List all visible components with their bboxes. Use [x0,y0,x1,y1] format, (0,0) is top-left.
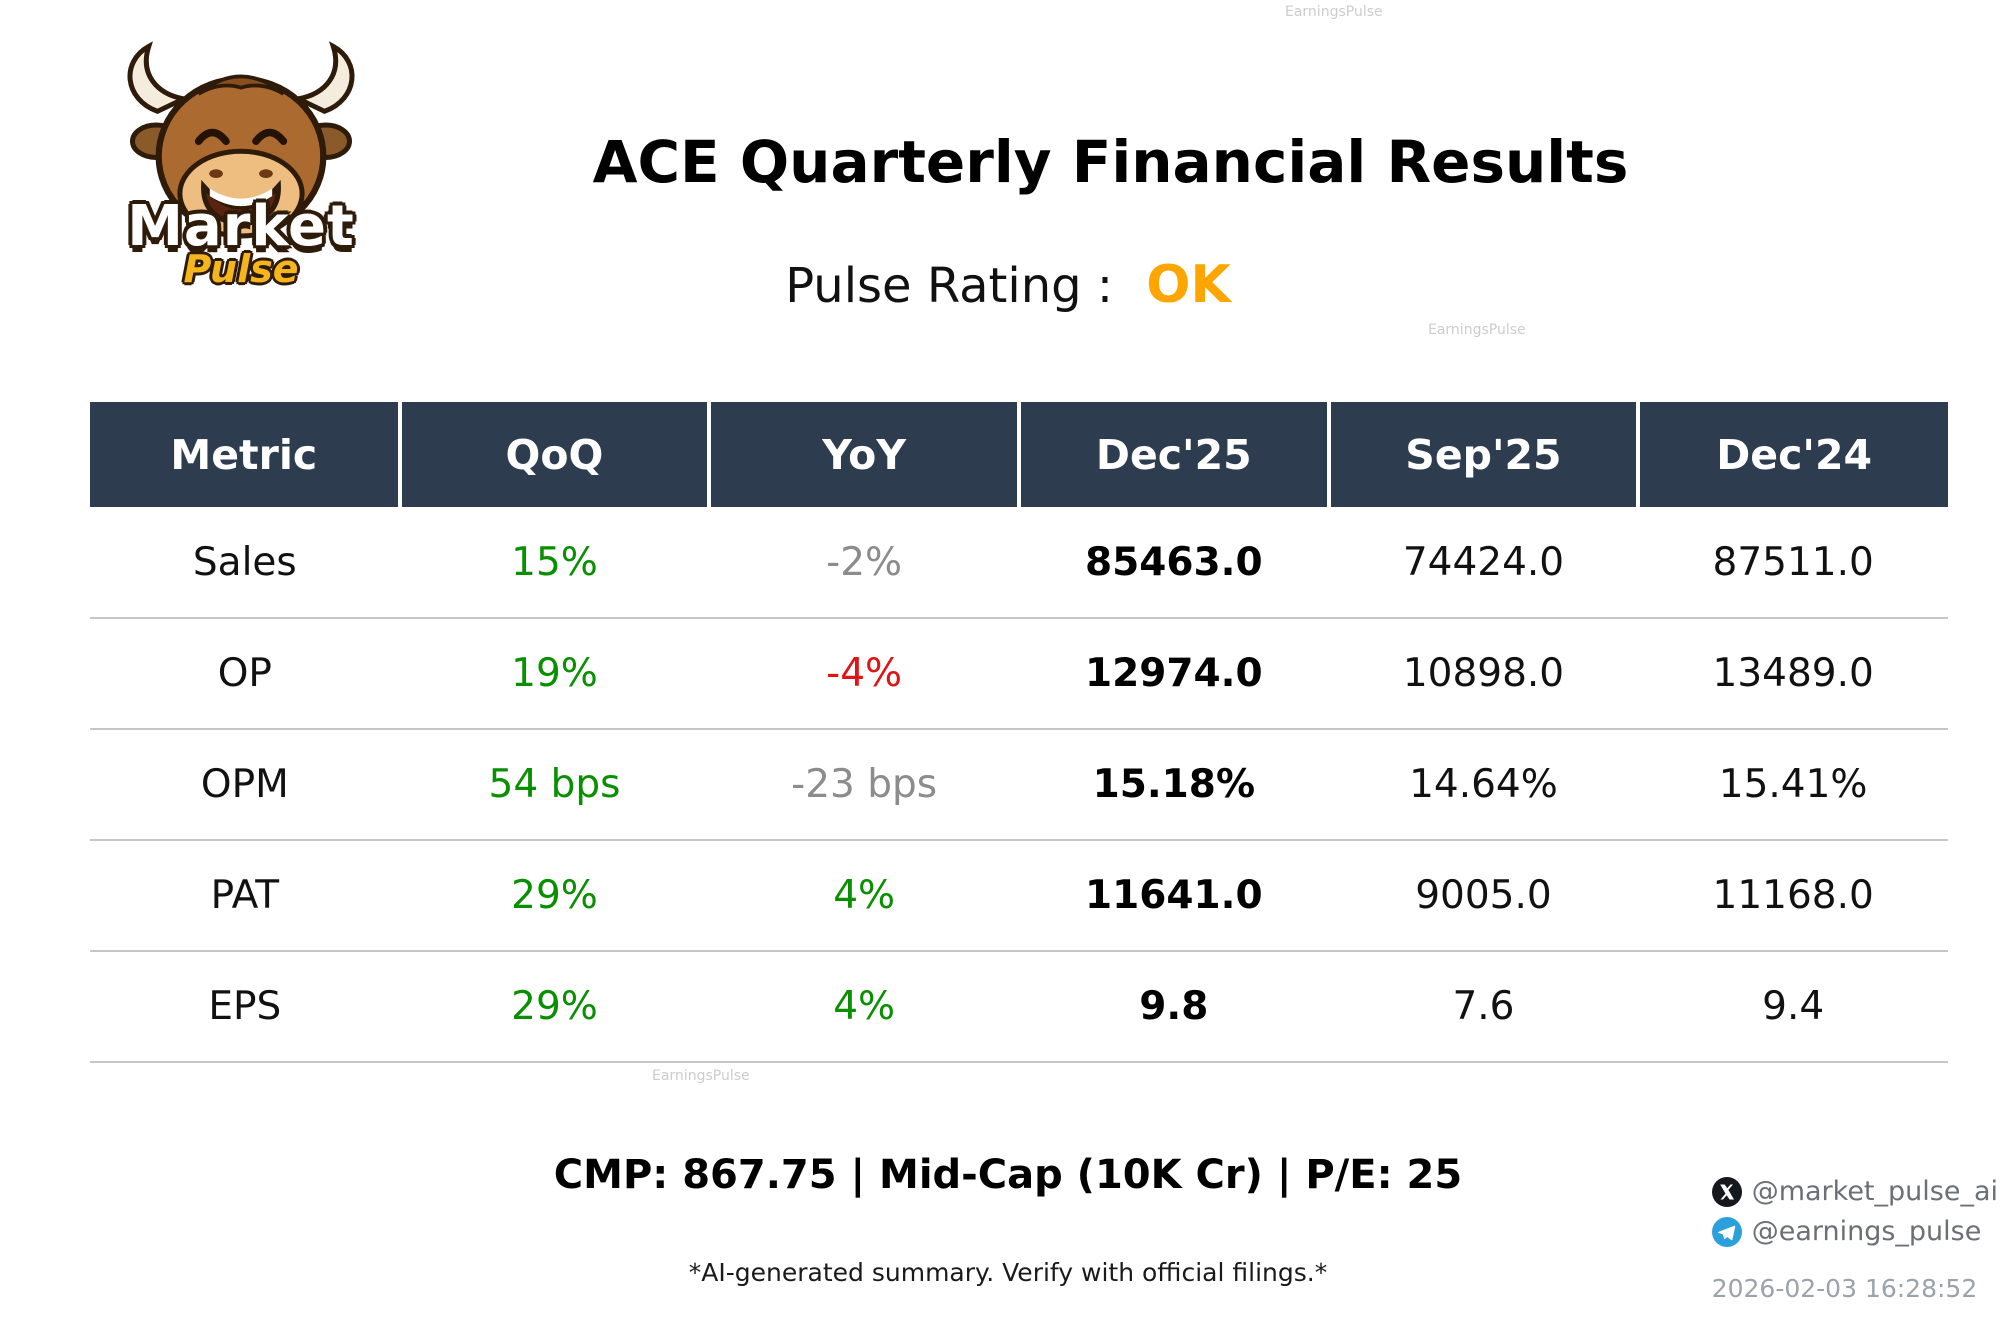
cell-yoy: 4% [709,951,1019,1063]
x-handle[interactable]: @market_pulse_ai [1711,1172,1998,1212]
column-header-metric: Metric [90,402,400,507]
pulse-rating-value: OK [1146,255,1231,315]
column-header-sep25: Sep'25 [1326,402,1639,507]
table-row-pat: PAT 29% 4% 11641.0 9005.0 11168.0 [90,840,1948,952]
cell-metric: OP [90,618,400,730]
cell-sep25: 9005.0 [1328,840,1639,952]
telegram-icon [1711,1217,1742,1247]
cell-yoy: -4% [709,618,1019,730]
cell-sep25: 7.6 [1328,951,1639,1063]
cell-dec24: 15.41% [1638,729,1948,841]
cell-dec25: 9.8 [1018,951,1329,1063]
cell-metric: PAT [90,840,400,952]
table-row-sales: Sales 15% -2% 85463.0 74424.0 87511.0 [90,507,1948,619]
cell-metric: OPM [90,729,400,841]
cmp-summary: CMP: 867.75 | Mid-Cap (10K Cr) | P/E: 25 [553,1152,1463,1198]
cell-metric: Sales [90,507,400,619]
table-header-row: Metric QoQ YoY Dec'25 Sep'25 Dec'24 [90,402,1948,507]
cell-dec25: 85463.0 [1018,507,1329,619]
cell-qoq: 54 bps [399,729,710,841]
cell-dec24: 13489.0 [1638,618,1948,730]
cell-dec25: 15.18% [1018,729,1329,841]
disclaimer: *AI-generated summary. Verify with offic… [688,1258,1328,1287]
watermark: EarningsPulse [652,1068,750,1084]
column-header-yoy: YoY [707,402,1019,507]
cell-dec24: 11168.0 [1638,840,1948,952]
cell-metric: EPS [90,951,400,1063]
financials-table: Metric QoQ YoY Dec'25 Sep'25 Dec'24 Sale… [90,402,1948,1063]
cell-qoq: 29% [399,951,710,1063]
cell-qoq: 29% [399,840,710,952]
brand-name-bottom: Pulse [183,247,299,291]
cell-yoy: -2% [709,507,1019,619]
cell-dec24: 9.4 [1638,951,1948,1063]
cell-yoy: -23 bps [709,729,1019,841]
x-icon [1711,1177,1742,1207]
pulse-rating-label: Pulse Rating : [785,258,1114,314]
telegram-handle-text: @earnings_pulse [1751,1216,1982,1247]
cell-dec25: 11641.0 [1018,840,1329,952]
cell-sep25: 14.64% [1328,729,1639,841]
table-row-opm: OPM 54 bps -23 bps 15.18% 14.64% 15.41% [90,729,1948,841]
telegram-handle[interactable]: @earnings_pulse [1711,1212,1998,1252]
cell-qoq: 15% [399,507,710,619]
page-title: ACE Quarterly Financial Results [592,128,1629,196]
cell-sep25: 74424.0 [1328,507,1639,619]
x-handle-text: @market_pulse_ai [1751,1176,1998,1207]
cell-sep25: 10898.0 [1328,618,1639,730]
bull-mascot-icon [127,41,355,239]
column-header-qoq: QoQ [397,402,710,507]
watermark: EarningsPulse [1285,4,1383,20]
table-row-eps: EPS 29% 4% 9.8 7.6 9.4 [90,951,1948,1063]
brand-logo: Market Pulse [82,34,400,291]
timestamp: 2026-02-03 16:28:52 [1711,1274,1978,1303]
cell-dec24: 87511.0 [1638,507,1948,619]
watermark: EarningsPulse [1428,322,1526,338]
cell-yoy: 4% [709,840,1019,952]
column-header-dec25: Dec'25 [1016,402,1329,507]
pulse-rating: Pulse Rating : OK [0,255,2016,315]
cell-dec25: 12974.0 [1018,618,1329,730]
social-links: @market_pulse_ai @earnings_pulse 2026-02… [1711,1172,1998,1303]
table-row-op: OP 19% -4% 12974.0 10898.0 13489.0 [90,618,1948,730]
brand-name-top: Market [127,194,355,259]
cell-qoq: 19% [399,618,710,730]
column-header-dec24: Dec'24 [1636,402,1948,507]
